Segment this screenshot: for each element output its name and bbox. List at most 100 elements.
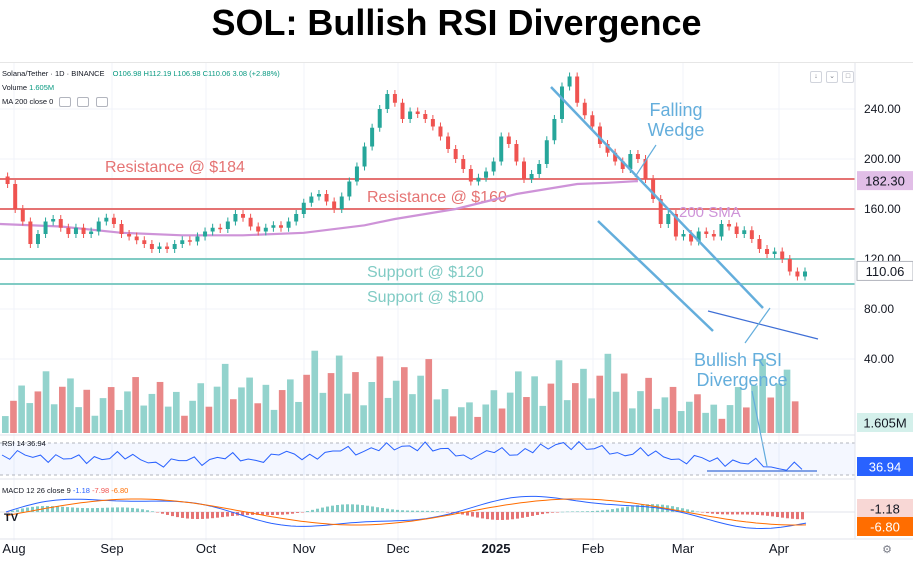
volume-bar [83, 390, 90, 433]
eye-icon[interactable] [59, 97, 71, 107]
candle-body [788, 259, 792, 272]
level-label: Resistance @ $160 [367, 189, 507, 206]
macd-histogram-bar [126, 508, 129, 512]
macd-histogram-bar [271, 512, 274, 515]
volume-bar [686, 402, 693, 433]
volume-bar [59, 387, 66, 433]
volume-bar [474, 417, 481, 433]
candle-body [317, 194, 321, 197]
ma-label[interactable]: MA 200 close 0 [2, 97, 53, 106]
macd-histogram-bar [281, 512, 284, 515]
macd-histogram-bar [591, 511, 594, 512]
candle-body [454, 149, 458, 159]
macd-histogram-bar [516, 512, 519, 519]
volume-bar [197, 383, 204, 433]
macd-value: -1.18 [73, 486, 92, 495]
candle-body [575, 77, 579, 103]
volume-bar [2, 416, 9, 433]
volume-bar [173, 392, 180, 433]
divergence-label: Bullish RSI [694, 350, 782, 370]
volume-bar [434, 399, 441, 433]
volume-bar [295, 402, 302, 433]
volume-bar [124, 391, 131, 433]
volume-bar [92, 416, 99, 433]
candle-body [401, 103, 405, 119]
volume-bar [328, 373, 335, 433]
macd-histogram-bar [736, 512, 739, 514]
volume-bar [776, 384, 783, 433]
volume-bar [189, 401, 196, 433]
macd-histogram-bar [796, 512, 799, 519]
candle-body [218, 228, 222, 230]
macd-histogram-bar [606, 510, 609, 512]
price-tick-label: 280.00 [864, 63, 901, 66]
candle-body [704, 232, 708, 235]
volume-bar [18, 386, 25, 433]
macd-histogram-bar [421, 511, 424, 512]
macd-histogram-bar [176, 512, 179, 517]
candle-body [408, 112, 412, 120]
macd-histogram-bar [226, 512, 229, 517]
candle-body [294, 214, 298, 222]
macd-histogram-bar [91, 508, 94, 512]
volume-bar [279, 390, 286, 433]
macd-histogram-bar [361, 505, 364, 512]
volume-bar [263, 385, 270, 433]
macd-histogram-bar [161, 512, 164, 514]
symbol-label[interactable]: Solana/Tether · 1D · BINANCE [2, 69, 105, 78]
volume-bar [662, 397, 669, 433]
macd-histogram-bar [441, 512, 444, 513]
collapse-icon[interactable]: ⌄ [826, 71, 838, 83]
macd-histogram-bar [296, 512, 299, 513]
volume-bar [621, 373, 628, 433]
macd-histogram-bar [156, 512, 159, 513]
macd-histogram-bar [371, 506, 374, 512]
volume-bar [458, 407, 465, 433]
candle-body [757, 239, 761, 249]
macd-histogram-bar [336, 505, 339, 512]
volume-label[interactable]: Volume [2, 83, 27, 92]
macd-histogram-bar [511, 512, 514, 519]
macd-histogram-bar [771, 512, 774, 516]
level-label: Resistance @ $184 [105, 159, 245, 176]
maximize-icon[interactable]: □ [842, 71, 854, 83]
macd-histogram-bar [81, 508, 84, 512]
macd-histogram-bar [446, 512, 449, 513]
settings-icon[interactable] [77, 97, 89, 107]
more-icon[interactable] [96, 97, 108, 107]
macd-histogram-bar [471, 512, 474, 517]
candle-body [416, 112, 420, 115]
candle-body [803, 272, 807, 277]
volume-bar [67, 378, 74, 433]
volume-bar [507, 393, 514, 433]
volume-bar [368, 382, 375, 433]
candle-body [82, 228, 86, 234]
macd-histogram-bar [721, 512, 724, 514]
volume-bar [499, 409, 506, 433]
candle-body [537, 164, 541, 174]
move-down-icon[interactable]: ↓ [810, 71, 822, 83]
macd-histogram-bar [621, 507, 624, 512]
candle-body [51, 219, 55, 222]
candle-body [583, 103, 587, 116]
volume-bar [311, 351, 318, 433]
candle-body [476, 178, 480, 182]
macd-histogram-bar [431, 511, 434, 512]
candle-body [21, 209, 25, 222]
time-tick-label: Apr [769, 541, 790, 556]
volume-bar [254, 403, 261, 433]
macd-histogram-bar [581, 511, 584, 512]
volume-bar [613, 392, 620, 433]
volume-bar [352, 372, 359, 433]
candle-body [735, 227, 739, 235]
candle-body [552, 119, 556, 140]
macd-histogram-bar [586, 511, 589, 512]
macd-histogram-bar [726, 512, 729, 514]
volume-bar [596, 376, 603, 433]
macd-histogram-bar [531, 512, 534, 516]
volume-bar [735, 387, 742, 433]
candle-body [233, 214, 237, 222]
candle-body [727, 224, 731, 227]
